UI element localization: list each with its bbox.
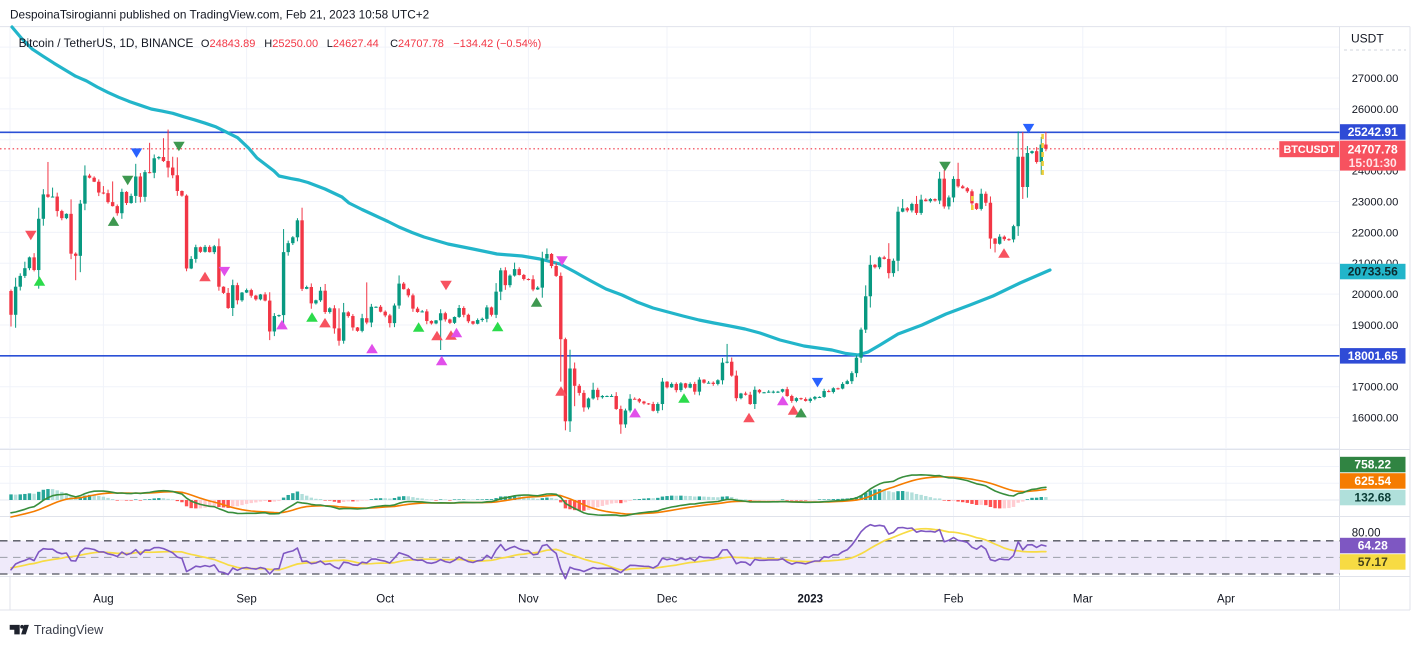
svg-text:27000.00: 27000.00 <box>1352 73 1399 85</box>
svg-text:H25250.00: H25250.00 <box>264 38 318 50</box>
svg-text:L24627.44: L24627.44 <box>327 38 379 50</box>
svg-text:Apr: Apr <box>1217 594 1235 606</box>
svg-text:USDT: USDT <box>1351 32 1384 46</box>
svg-text:758.22: 758.22 <box>1354 458 1391 472</box>
svg-text:Bitcoin / TetherUS, 1D, BINANC: Bitcoin / TetherUS, 1D, BINANCE <box>19 36 194 50</box>
svg-text:26000.00: 26000.00 <box>1352 104 1399 116</box>
svg-text:Nov: Nov <box>518 594 539 606</box>
svg-text:132.68: 132.68 <box>1354 491 1391 505</box>
svg-text:25242.91: 25242.91 <box>1348 125 1398 139</box>
svg-text:TradingView: TradingView <box>34 623 104 637</box>
svg-text:Mar: Mar <box>1073 594 1093 606</box>
svg-text:Aug: Aug <box>93 594 113 606</box>
svg-text:625.54: 625.54 <box>1354 474 1391 488</box>
svg-text:57.17: 57.17 <box>1358 555 1388 569</box>
svg-text:16000.00: 16000.00 <box>1352 413 1399 425</box>
svg-text:2023: 2023 <box>798 594 824 606</box>
svg-text:20733.56: 20733.56 <box>1348 265 1398 279</box>
svg-text:15:01:30: 15:01:30 <box>1349 156 1397 170</box>
svg-text:19000.00: 19000.00 <box>1352 320 1399 332</box>
svg-text:Feb: Feb <box>944 594 964 606</box>
svg-text:Dec: Dec <box>657 594 678 606</box>
svg-text:BTCUSDT: BTCUSDT <box>1284 144 1336 156</box>
svg-text:Sep: Sep <box>236 594 256 606</box>
svg-text:80.00: 80.00 <box>1352 528 1381 540</box>
svg-text:23000.00: 23000.00 <box>1352 197 1399 209</box>
svg-text:Oct: Oct <box>376 594 395 606</box>
svg-text:C24707.78: C24707.78 <box>390 38 444 50</box>
svg-text:64.28: 64.28 <box>1358 539 1388 553</box>
svg-text:18001.65: 18001.65 <box>1348 349 1398 363</box>
svg-text:24707.78: 24707.78 <box>1348 143 1398 157</box>
svg-text:DespoinaTsirogianni published: DespoinaTsirogianni published on Trading… <box>10 8 429 22</box>
svg-text:−134.42 (−0.54%): −134.42 (−0.54%) <box>453 38 541 50</box>
svg-text:22000.00: 22000.00 <box>1352 227 1399 239</box>
svg-text:20000.00: 20000.00 <box>1352 289 1399 301</box>
svg-text:O24843.89: O24843.89 <box>201 38 255 50</box>
svg-text:17000.00: 17000.00 <box>1352 382 1399 394</box>
